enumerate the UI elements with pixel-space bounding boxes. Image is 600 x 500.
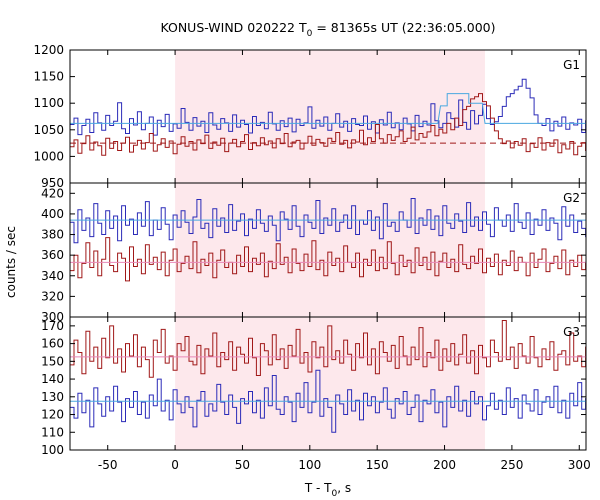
y-tick-label: 950 (41, 176, 64, 190)
x-tick-label: 0 (171, 458, 179, 472)
x-axis-label-rest: , s (337, 481, 351, 495)
y-tick-label: 170 (41, 319, 64, 333)
panel-label: G1 (563, 58, 580, 72)
y-tick-label: 1100 (33, 96, 64, 110)
y-axis-label: counts / sec (4, 226, 18, 298)
y-tick-label: 1000 (33, 149, 64, 163)
series-histogram-1 (70, 320, 586, 378)
series-histogram-2 (70, 237, 586, 282)
chart-title-rest: = 81365s UT (22:36:05.000) (312, 20, 495, 35)
y-tick-label: 320 (41, 289, 64, 303)
x-axis-label-main: T - T (304, 481, 332, 495)
x-tick-label: -50 (98, 458, 118, 472)
series-histogram-1 (70, 198, 586, 244)
x-tick-label: 100 (298, 458, 321, 472)
y-tick-label: 1200 (33, 43, 64, 57)
panel-plot-area (70, 198, 586, 282)
chart-panels: 95010001050110011501200G1300320340360380… (33, 43, 591, 472)
y-tick-label: 160 (41, 337, 64, 351)
shaded-interval (175, 50, 485, 183)
x-tick-label: 300 (568, 458, 591, 472)
series-histogram-2 (70, 93, 586, 156)
y-tick-label: 100 (41, 443, 64, 457)
x-axis-label-subscript: 0 (332, 489, 338, 499)
x-tick-label: 200 (433, 458, 456, 472)
series-histogram-2 (70, 369, 586, 433)
y-tick-label: 130 (41, 390, 64, 404)
y-tick-label: 360 (41, 248, 64, 262)
y-tick-label: 420 (41, 186, 64, 200)
fit-line-1 (70, 93, 586, 124)
panel-g2: 300 320 340 360 380 400 420 G2 (41, 182, 587, 324)
y-tick-label: 150 (41, 354, 64, 368)
y-tick-label: 120 (41, 408, 64, 422)
chart-title-subscript: 0 (307, 29, 313, 39)
chart-title: KONUS-WIND 020222 T0 = 81365s UT (22:36:… (160, 20, 495, 39)
panel-label: G2 (563, 191, 580, 205)
y-tick-label: 140 (41, 372, 64, 386)
y-tick-label: 380 (41, 228, 64, 242)
x-axis-label: T - T0, s (304, 481, 351, 499)
y-tick-label: 1050 (33, 123, 64, 137)
panel-g1: 950 1000 1050 1100 1150 1200 G1 (33, 43, 587, 190)
panel-plot-area (70, 78, 586, 156)
y-tick-label: 300 (41, 310, 64, 324)
panel-frame (69, 316, 587, 451)
panel-g3: 100 110 120 130 140 150 160 170 G3 -50 0 50 100 150 20… (41, 316, 591, 472)
y-tick-label: 110 (41, 425, 64, 439)
shaded-interval (175, 183, 485, 317)
y-tick-label: 400 (41, 207, 64, 221)
x-tick-label: 50 (235, 458, 250, 472)
y-tick-label: 340 (41, 269, 64, 283)
panel-plot-area (70, 320, 586, 433)
y-tick-label: 1150 (33, 70, 64, 84)
chart-title-main: KONUS-WIND 020222 T (160, 20, 306, 35)
x-tick-label: 250 (500, 458, 523, 472)
x-tick-label: 150 (366, 458, 389, 472)
series-histogram-1 (70, 78, 586, 136)
panel-label: G3 (563, 325, 580, 339)
shaded-interval (175, 317, 485, 450)
